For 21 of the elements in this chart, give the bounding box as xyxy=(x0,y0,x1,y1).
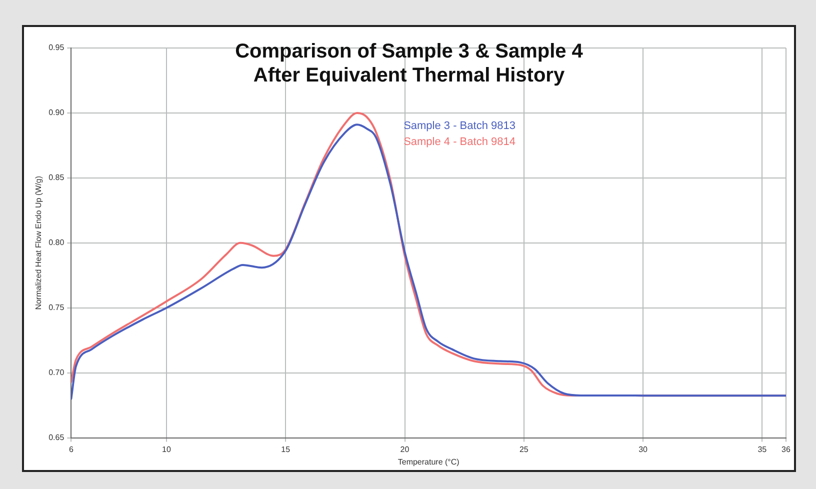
x-tick-label: 15 xyxy=(281,444,291,454)
x-tick-label: 10 xyxy=(162,444,172,454)
x-tick-label: 6 xyxy=(68,444,74,454)
y-tick-label: 0.95 xyxy=(48,43,65,52)
x-tick-label: 25 xyxy=(519,444,529,454)
x-tick-label: 35 xyxy=(758,444,768,454)
y-tick-label: 0.70 xyxy=(48,368,65,378)
x-tick-label: 20 xyxy=(400,444,410,454)
x-axis-title: Temperature (°C) xyxy=(398,457,460,466)
y-tick-label: 0.80 xyxy=(48,238,65,248)
y-tick-label: 0.90 xyxy=(48,108,65,118)
y-axis-title: Normalized Heat Flow Endo Up (W/g) xyxy=(34,176,44,310)
y-tick-label: 0.85 xyxy=(48,173,65,182)
y-tick-label: 0.65 xyxy=(48,433,65,442)
text: Comparison of Sample 3 & Sample 4 xyxy=(235,40,583,63)
x-tick-label: 36 xyxy=(782,444,791,454)
x-tick-label: 30 xyxy=(638,444,648,454)
text: Sample 3 - Batch 9813 xyxy=(404,120,516,132)
y-tick-label: 0.75 xyxy=(48,303,65,312)
text: After Equivalent Thermal History xyxy=(253,64,565,87)
series-label: Sample 4 - Batch 9814 xyxy=(404,136,516,148)
